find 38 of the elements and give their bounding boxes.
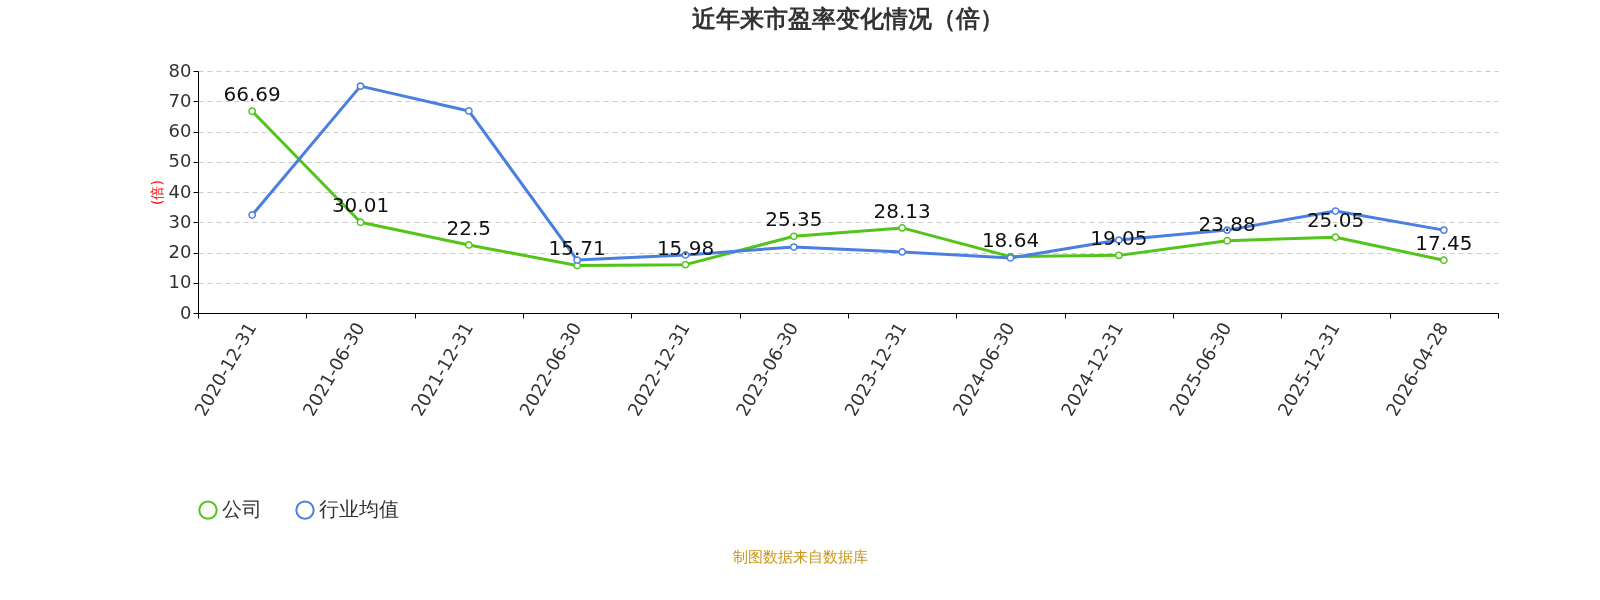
point: [356, 218, 365, 227]
point: [1331, 233, 1340, 242]
y-tick-label: 80: [168, 59, 192, 81]
data-label: 66.69: [223, 82, 281, 107]
y-tick-label: 50: [168, 150, 192, 172]
y-tick-label: 60: [168, 120, 192, 141]
legend-label: 行业均值: [319, 497, 399, 522]
y-tick-label: 30: [168, 210, 192, 232]
point: [898, 247, 907, 256]
point: [248, 211, 257, 219]
data-label: 25.35: [765, 207, 823, 232]
y-axis-title: (倍): [148, 180, 165, 205]
point: [1439, 256, 1448, 265]
data-label: 28.13: [873, 198, 931, 223]
point: [1114, 251, 1123, 260]
data-label: 22.5: [446, 215, 492, 240]
y-tick-label: 20: [168, 241, 192, 262]
y-tick-label: 10: [168, 271, 192, 293]
chart-title: 近年来市盈率变化情况（倍）: [692, 5, 1004, 33]
data-label: 15.98: [656, 235, 715, 260]
point: [1439, 226, 1448, 235]
point: [789, 232, 798, 241]
data-label: 18.64: [981, 227, 1040, 252]
point: [464, 107, 473, 115]
data-label: 25.05: [1306, 208, 1365, 233]
legend-label: 公司: [222, 497, 262, 522]
y-tick-label: 40: [168, 180, 192, 202]
point: [789, 243, 798, 251]
point: [248, 107, 257, 116]
text: 制图数据来自数据库: [731, 548, 869, 567]
point: [1223, 236, 1232, 245]
point: [464, 241, 473, 249]
y-tick-label: 0: [180, 301, 192, 323]
point: [356, 82, 365, 91]
point: [681, 260, 690, 269]
y-tick-label: 70: [168, 89, 192, 111]
data-label: 17.45: [1415, 231, 1473, 256]
point: [898, 224, 907, 232]
